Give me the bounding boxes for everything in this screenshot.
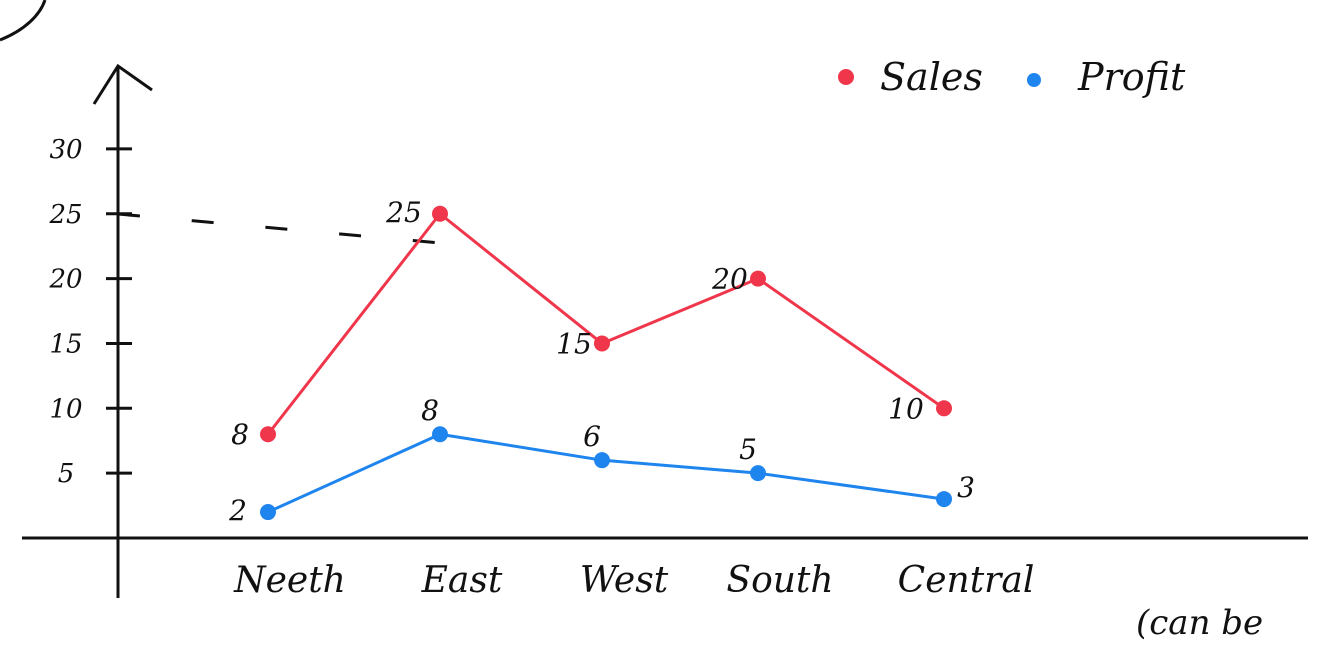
data-point-sales	[260, 426, 276, 443]
legend-marker-sales	[838, 69, 854, 85]
data-label: 6	[583, 420, 601, 453]
series-line-profit	[267, 432, 945, 514]
x-category-label: West	[580, 560, 669, 601]
data-point-profit	[260, 504, 276, 521]
data-label: 20	[711, 263, 748, 296]
data-point-sales	[594, 335, 610, 352]
data-label: 10	[888, 392, 924, 425]
data-point-profit	[432, 426, 448, 443]
legend: Sales Profit	[838, 55, 1186, 99]
data-label: 5	[739, 433, 757, 466]
y-tick-label: 10	[49, 394, 82, 424]
note-text: (can be	[1136, 603, 1263, 643]
data-point-sales	[432, 205, 448, 222]
corner-arc	[0, 0, 47, 42]
data-label: 3	[957, 471, 975, 504]
y-axis-arrowhead	[92, 63, 153, 105]
x-category-label: Neeth	[233, 560, 346, 601]
y-tick-label: 5	[58, 459, 75, 489]
x-category-label: South	[726, 560, 833, 601]
data-point-profit	[936, 491, 952, 508]
data-label: 2	[228, 494, 247, 527]
series-line-sales	[266, 212, 945, 436]
data-label: 15	[556, 327, 592, 360]
reference-dashed-line	[117, 212, 441, 245]
data-point-profit	[594, 452, 610, 469]
x-category-label: Central	[898, 560, 1035, 601]
legend-label-profit: Profit	[1077, 55, 1186, 99]
data-point-sales	[936, 400, 952, 417]
data-point-profit	[750, 465, 766, 482]
x-category-label: East	[421, 560, 503, 601]
data-label: 25	[385, 196, 422, 229]
y-tick-label: 15	[49, 329, 82, 359]
legend-marker-profit	[1027, 73, 1041, 87]
y-tick-label: 25	[48, 200, 82, 230]
y-tick-label: 30	[49, 135, 82, 165]
data-label: 8	[421, 394, 439, 427]
legend-label-sales: Sales	[880, 55, 983, 99]
data-label: 8	[231, 418, 249, 451]
data-point-sales	[750, 270, 766, 287]
y-tick-label: 20	[48, 265, 82, 295]
